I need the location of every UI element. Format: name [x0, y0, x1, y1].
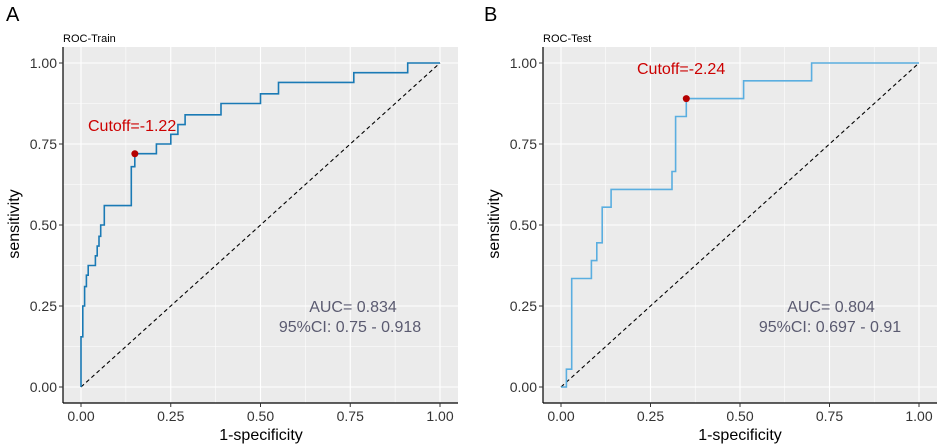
panel-letter: A — [6, 4, 20, 26]
y-tick-label: 0.75 — [510, 136, 537, 152]
axis-ticks: 0.00 0.25 0.50 0.75 1.00 0.00 0.25 0.50 0.75 1.00 — [510, 55, 933, 424]
x-tick-label: 0.00 — [67, 408, 94, 424]
diagonal-reference — [560, 62, 920, 388]
x-tick-label: 0.25 — [157, 408, 184, 424]
y-tick-label: 0.75 — [30, 136, 57, 152]
y-tick-label: 1.00 — [30, 55, 57, 71]
cutoff-marker — [682, 95, 690, 103]
y-tick-label: 0.00 — [510, 379, 537, 395]
diagonal-line — [560, 62, 920, 388]
x-tick-label: 0.00 — [547, 408, 574, 424]
x-tick-label: 1.00 — [905, 408, 932, 424]
y-tick-label: 0.50 — [30, 217, 57, 233]
y-tick-label: 0.00 — [30, 379, 57, 395]
x-tick-label: 1.00 — [426, 408, 453, 424]
panel-letter: B — [484, 4, 497, 26]
cutoff-label: Cutoff=-1.22 — [88, 118, 176, 135]
y-axis-title: sensitivity — [486, 189, 503, 258]
y-tick-label: 0.50 — [510, 217, 537, 233]
roc-line-roc — [80, 62, 440, 387]
y-tick-label: 1.00 — [510, 55, 537, 71]
ci-label: 95%CI: 0.697 - 0.91 — [759, 319, 901, 336]
panel-test: B ROC-Test 0.00 0.25 0.50 0.75 1.000.000.250… — [484, 4, 937, 444]
diagonal-line — [80, 62, 441, 388]
chart-title: ROC-Test — [543, 33, 591, 45]
roc-line-roc — [561, 62, 919, 388]
x-axis-title: 1-specificity — [698, 427, 782, 444]
auc-label: AUC= 0.804 — [787, 299, 875, 316]
ci-label: 95%CI: 0.75 - 0.918 — [279, 319, 421, 336]
cutoff-point — [682, 95, 690, 103]
cutoff-marker — [131, 150, 139, 158]
y-axis-title: sensitivity — [6, 189, 23, 258]
x-tick-label: 0.75 — [816, 408, 843, 424]
y-tick-label: 0.25 — [510, 298, 537, 314]
roc-curve — [561, 62, 919, 388]
auc-label: AUC= 0.834 — [309, 299, 397, 316]
diagonal-reference — [80, 62, 441, 388]
x-tick-label: 0.25 — [637, 408, 664, 424]
x-axis-title: 1-specificity — [219, 427, 303, 444]
panel-train: A ROC-Train 0.00 0.25 0.50 0.75 1.00 0.00 0.25… — [6, 4, 458, 444]
axis-ticks: 0.00 0.25 0.50 0.75 1.00 0.00 0.25 0.50 0.75 1.00 — [30, 55, 454, 424]
y-tick-label: 0.25 — [30, 298, 57, 314]
x-tick-label: 0.75 — [337, 408, 364, 424]
x-tick-label: 0.50 — [726, 408, 753, 424]
cutoff-label: Cutoff=-2.24 — [637, 61, 725, 78]
x-tick-label: 0.50 — [247, 408, 274, 424]
cutoff-point — [131, 150, 139, 158]
roc-curve — [80, 62, 440, 387]
chart-title: ROC-Train — [63, 33, 116, 45]
